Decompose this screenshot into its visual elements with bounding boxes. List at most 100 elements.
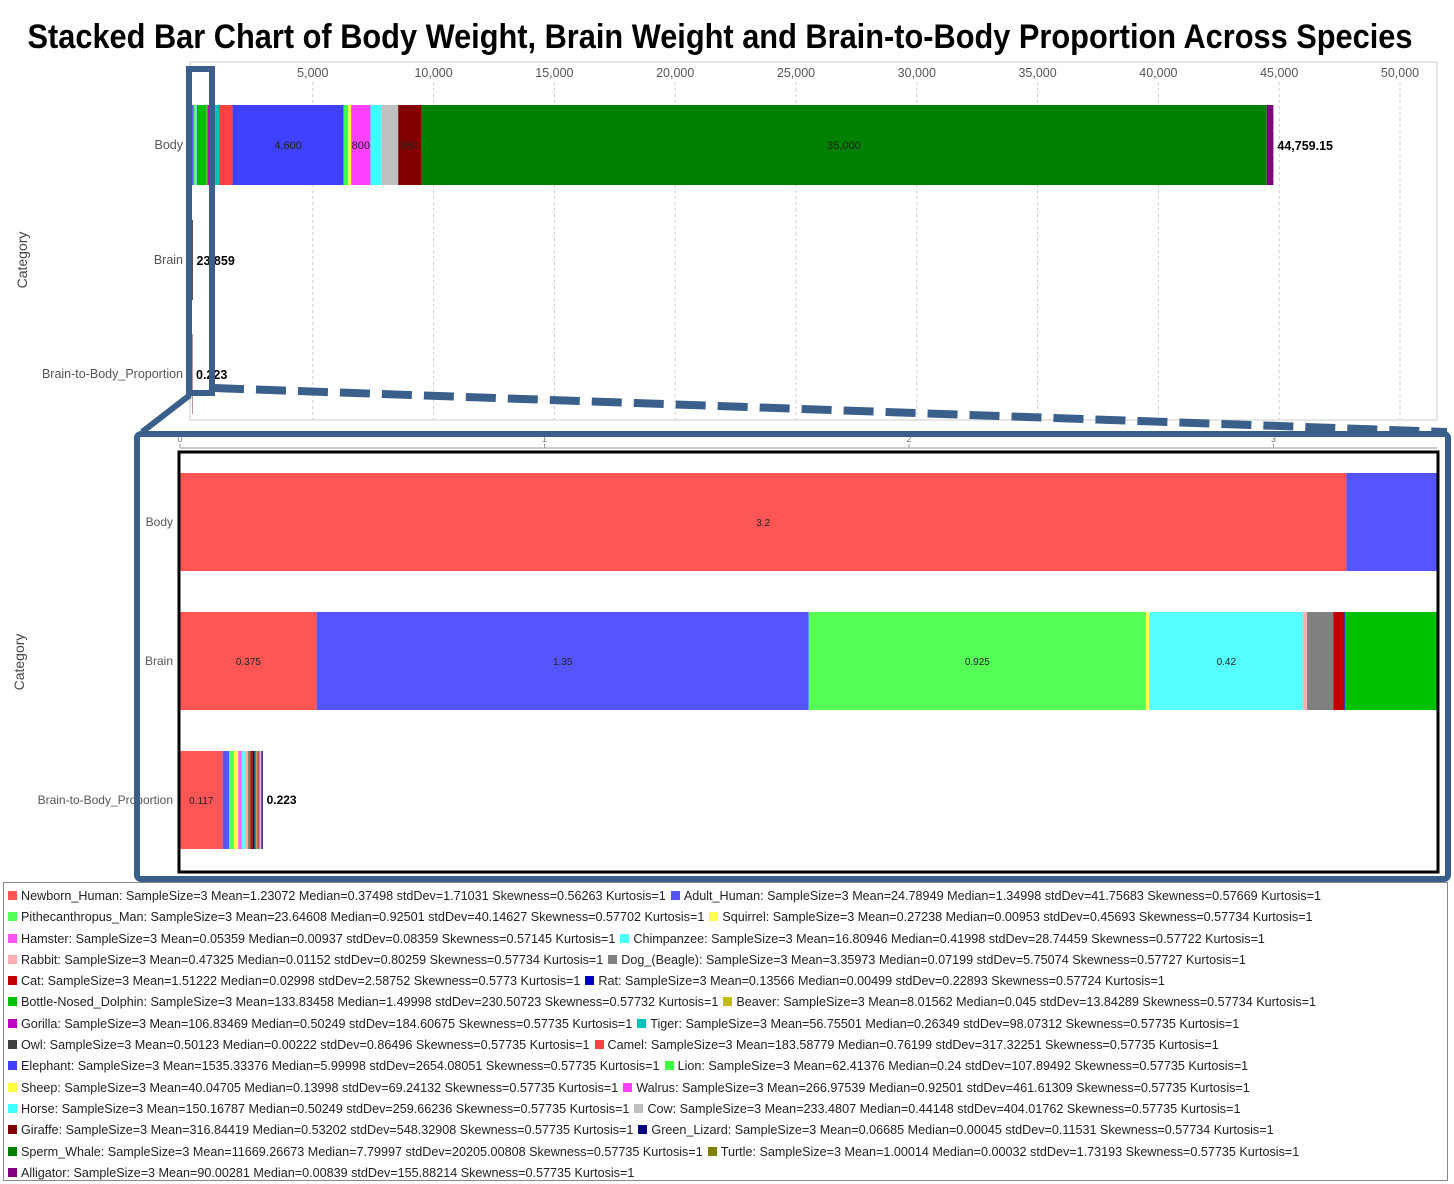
category-label: Body [146,515,173,529]
total-label: 23.859 [197,254,235,268]
legend-row: Gorilla: SampleSize=3 Mean=106.83469 Med… [8,1014,1447,1035]
legend-row: Newborn_Human: SampleSize=3 Mean=1.23072… [8,886,1447,907]
x-tick-label: 5,000 [297,66,328,80]
bar-segment-alligator [1267,105,1274,185]
bar-segment-squirrel [1146,612,1149,710]
legend-item: Rat: SampleSize=3 Mean=0.13566 Median=0.… [585,974,1164,988]
legend-swatch [623,1083,632,1092]
legend-text: Owl: SampleSize=3 Mean=0.50123 Median=0.… [21,1038,590,1052]
bar-segment-green_lizard [262,751,263,849]
bar-segment-tiger [215,105,219,185]
legend-swatch [585,976,594,985]
legend-row: Giraffe: SampleSize=3 Mean=316.84419 Med… [8,1120,1447,1141]
chart-title: Stacked Bar Chart of Body Weight, Brain … [28,18,1413,56]
segment-label: 4,600 [274,140,302,152]
x-tick-label: 25,000 [777,66,815,80]
bar-segment-rat [253,751,255,849]
total-label: 0.223 [267,793,297,807]
legend-swatch [8,1147,17,1156]
bar-segment-adult_human [192,105,194,185]
segment-label: 3.2 [756,518,770,529]
legend-item: Elephant: SampleSize=3 Mean=1535.33376 M… [8,1059,660,1073]
legend-item: Lion: SampleSize=3 Mean=62.41376 Median=… [665,1059,1249,1073]
legend-swatch [8,1125,17,1134]
legend-swatch [8,1040,17,1049]
legend-item: Turtle: SampleSize=3 Mean=1.00014 Median… [708,1145,1300,1159]
legend-row: Sheep: SampleSize=3 Mean=40.04705 Median… [8,1078,1447,1099]
legend-row: Horse: SampleSize=3 Mean=150.16787 Media… [8,1099,1447,1120]
legend-swatch [8,934,17,943]
legend-text: Beaver: SampleSize=3 Mean=8.01562 Median… [736,995,1316,1009]
legend-swatch [665,1061,674,1070]
legend-text: Chimpanzee: SampleSize=3 Mean=16.80946 M… [633,932,1265,946]
legend-item: Pithecanthropus_Man: SampleSize=3 Mean=2… [8,910,704,924]
bar-segment-owl [258,751,259,849]
y-axis-label: Category [14,232,30,289]
bar-segment-camel [219,105,232,185]
bar-segment-bottle-nosed_dolphin [255,751,256,849]
legend-row: Cat: SampleSize=3 Mean=1.51222 Median=0.… [8,971,1447,992]
segment-label: 1.35 [553,657,573,668]
legend-item: Sheep: SampleSize=3 Mean=40.04705 Median… [8,1081,618,1095]
bar-segment-rabbit [1303,612,1307,710]
legend-item: Adult_Human: SampleSize=3 Mean=24.78949 … [671,889,1321,903]
legend-text: Gorilla: SampleSize=3 Mean=106.83469 Med… [21,1017,632,1031]
bar-segment-horse [370,105,381,185]
bar-segment-camel [258,751,259,849]
legend-swatch [671,891,680,900]
legend-text: Giraffe: SampleSize=3 Mean=316.84419 Med… [21,1123,633,1137]
segment-label: 0.925 [965,657,990,668]
legend-text: Cow: SampleSize=3 Mean=233.4807 Median=0… [647,1102,1240,1116]
segment-label: 0.42 [1217,657,1237,668]
bar-segment-beaver [256,751,257,849]
legend-text: Newborn_Human: SampleSize=3 Mean=1.23072… [21,889,666,903]
y-axis-label: Category [11,634,27,691]
legend-text: Squirrel: SampleSize=3 Mean=0.27238 Medi… [722,910,1312,924]
bar-segment-gorilla [257,751,258,849]
legend-row: Sperm_Whale: SampleSize=3 Mean=11669.266… [8,1142,1447,1163]
segment-label: 0.375 [236,657,261,668]
bar-segment-chimpanzee [196,105,197,185]
bar-segment-squirrel [234,751,238,849]
legend-text: Rat: SampleSize=3 Mean=0.13566 Median=0.… [598,974,1164,988]
segment-label: 35,000 [827,140,861,152]
x-tick-label: 10,000 [414,66,452,80]
legend-item: Cat: SampleSize=3 Mean=1.51222 Median=0.… [8,974,580,988]
legend-text: Alligator: SampleSize=3 Mean=90.00281 Me… [21,1166,634,1180]
legend-item: Chimpanzee: SampleSize=3 Mean=16.80946 M… [620,932,1265,946]
bar-segment-lion [344,105,349,185]
legend-row: Bottle-Nosed_Dolphin: SampleSize=3 Mean=… [8,992,1447,1013]
legend-swatch [637,1019,646,1028]
segment-label: 800 [352,140,370,152]
bar-segment-chimpanzee [242,751,245,849]
legend-text: Elephant: SampleSize=3 Mean=1535.33376 M… [21,1059,660,1073]
legend-text: Sheep: SampleSize=3 Mean=40.04705 Median… [21,1081,618,1095]
bar-segment-cat [250,751,252,849]
legend-text: Sperm_Whale: SampleSize=3 Mean=11669.266… [21,1145,703,1159]
legend-text: Tiger: SampleSize=3 Mean=56.75501 Median… [650,1017,1239,1031]
legend-item: Gorilla: SampleSize=3 Mean=106.83469 Med… [8,1017,632,1031]
legend-text: Cat: SampleSize=3 Mean=1.51222 Median=0.… [21,974,580,988]
legend-swatch [8,891,17,900]
x-tick-label: 40,000 [1139,66,1177,80]
legend-swatch [8,997,17,1006]
legend-item: Newborn_Human: SampleSize=3 Mean=1.23072… [8,889,666,903]
legend-swatch [638,1125,647,1134]
legend-swatch [608,955,617,964]
legend-item: Camel: SampleSize=3 Mean=183.58779 Media… [595,1038,1219,1052]
legend-text: Lion: SampleSize=3 Mean=62.41376 Median=… [678,1059,1249,1073]
bar-segment-pithecanthropus_man [229,751,234,849]
x-tick-label: 20,000 [656,66,694,80]
bar-segment-cat [1333,612,1344,710]
legend-text: Adult_Human: SampleSize=3 Mean=24.78949 … [684,889,1321,903]
x-tick-label: 45,000 [1260,66,1298,80]
legend-row: Hamster: SampleSize=3 Mean=0.05359 Media… [8,929,1447,950]
legend-item: Rabbit: SampleSize=3 Mean=0.47325 Median… [8,953,603,967]
bar-segment-rat [1344,612,1345,710]
legend-swatch [8,1104,17,1113]
bar-segment-rabbit [245,751,248,849]
bar-segment-bottle-nosed_dolphin [197,105,207,185]
legend-swatch [8,912,17,921]
legend-row: Elephant: SampleSize=3 Mean=1535.33376 M… [8,1056,1447,1077]
legend-item: Walrus: SampleSize=3 Mean=266.97539 Medi… [623,1081,1250,1095]
